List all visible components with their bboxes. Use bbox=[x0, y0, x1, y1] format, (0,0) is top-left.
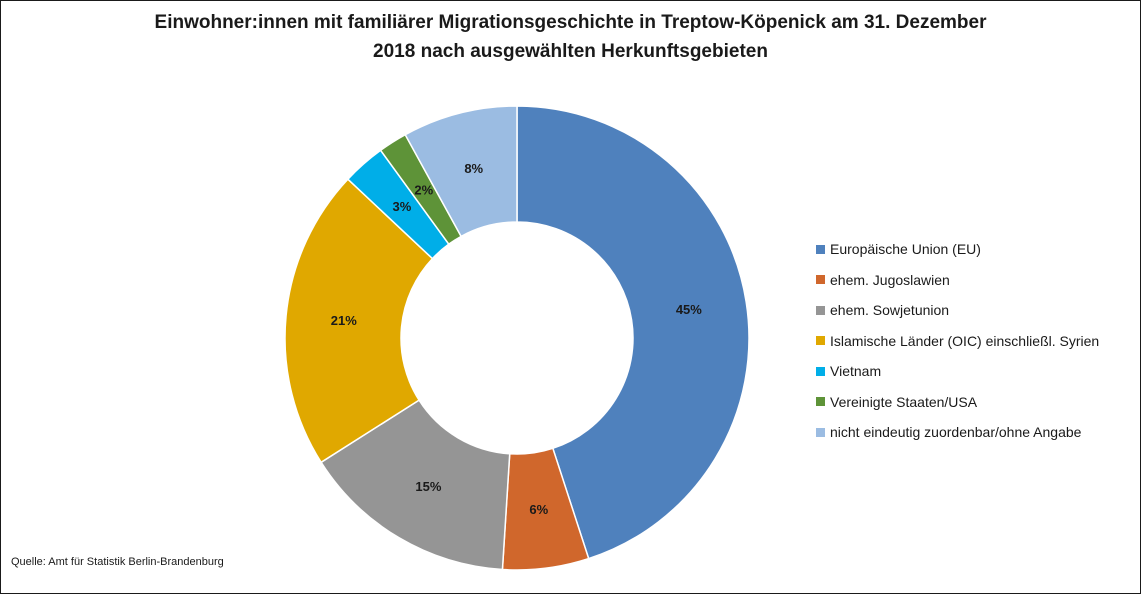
legend-swatch-7 bbox=[816, 427, 825, 437]
donut-slice-3 bbox=[320, 399, 511, 571]
chart-title: Einwohner:innen mit familiärer Migration… bbox=[0, 8, 1141, 66]
data-label-3: 15% bbox=[415, 479, 441, 494]
legend-swatch-4 bbox=[816, 336, 825, 346]
chart-title-line-1: Einwohner:innen mit familiärer Migration… bbox=[154, 12, 987, 33]
data-label-5: 3% bbox=[393, 199, 412, 214]
source-note: Quelle: Amt für Statistik Berlin-Branden… bbox=[11, 556, 224, 568]
legend-item-6: Vereinigte Staaten/USA bbox=[816, 387, 1136, 418]
data-label-6: 2% bbox=[414, 183, 433, 198]
legend-item-2: ehem. Jugoslawien bbox=[816, 265, 1136, 296]
legend-item-1: Europäische Union (EU) bbox=[816, 234, 1136, 265]
legend-label-2: ehem. Jugoslawien bbox=[830, 271, 950, 288]
legend-label-1: Europäische Union (EU) bbox=[830, 241, 981, 258]
legend-item-5: Vietnam bbox=[816, 356, 1136, 387]
chart-title-line-2: 2018 nach ausgewählten Herkunftsgebieten bbox=[373, 41, 768, 62]
legend-label-3: ehem. Sowjetunion bbox=[830, 302, 950, 319]
legend-item-7: nicht eindeutig zuordenbar/ohne Angabe bbox=[816, 417, 1136, 448]
legend-swatch-2 bbox=[816, 275, 825, 285]
chart-legend: Europäische Union (EU) ehem. Jugoslawien e… bbox=[816, 234, 1136, 448]
legend-swatch-3 bbox=[816, 305, 825, 315]
donut-slice-1 bbox=[516, 105, 750, 560]
legend-item-4: Islamische Länder (OIC) einschließl. Syr… bbox=[816, 326, 1136, 357]
legend-swatch-1 bbox=[816, 244, 825, 254]
donut-slice-4 bbox=[284, 178, 434, 464]
data-label-1: 45% bbox=[676, 302, 702, 317]
data-label-2: 6% bbox=[529, 502, 548, 517]
legend-swatch-6 bbox=[816, 397, 825, 407]
data-label-4: 21% bbox=[331, 313, 357, 328]
legend-label-5: Vietnam bbox=[830, 363, 882, 380]
legend-swatch-5 bbox=[816, 366, 825, 376]
legend-item-3: ehem. Sowjetunion bbox=[816, 295, 1136, 326]
legend-label-4: Islamische Länder (OIC) einschließl. Syr… bbox=[830, 332, 1100, 349]
donut-slice-7 bbox=[404, 105, 518, 238]
legend-label-7: nicht eindeutig zuordenbar/ohne Angabe bbox=[830, 424, 1082, 441]
data-label-7: 8% bbox=[464, 161, 483, 176]
legend-label-6: Vereinigte Staaten/USA bbox=[830, 393, 978, 410]
